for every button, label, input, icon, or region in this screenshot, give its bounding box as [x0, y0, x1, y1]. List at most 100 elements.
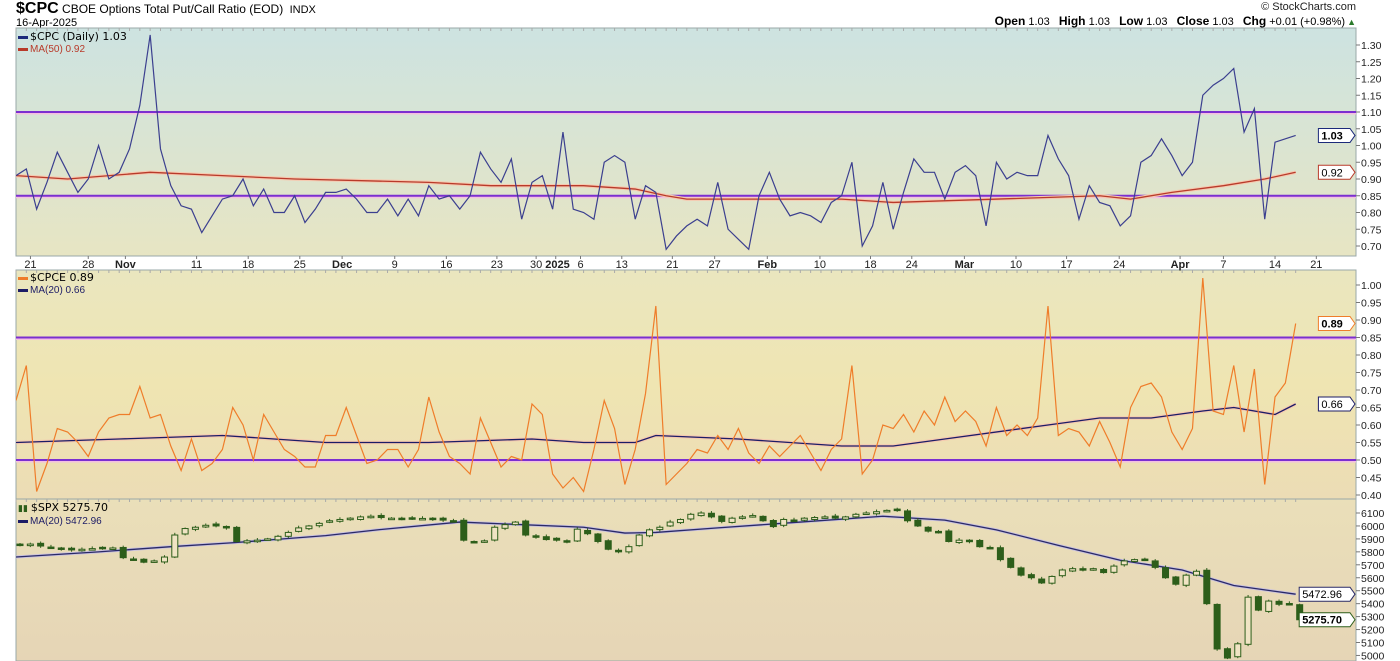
x-tick-label: 28	[82, 259, 94, 271]
legend-spx-label: $SPX 5275.70	[30, 501, 109, 514]
last-value-label: 1.03	[1321, 130, 1342, 142]
y-tick-label: 5500	[1361, 586, 1385, 598]
x-tick-label: 13	[616, 259, 628, 271]
candle-body	[955, 539, 963, 544]
x-tick-label: Mar	[955, 259, 975, 271]
candle-body	[780, 518, 788, 526]
candle-body	[1192, 570, 1200, 576]
last-value-label: 0.66	[1321, 399, 1342, 411]
candle-body	[1162, 567, 1170, 579]
candle-body	[1182, 574, 1190, 586]
candle-body	[1275, 600, 1283, 605]
candle-body	[191, 526, 199, 530]
y-tick-label: 0.75	[1361, 224, 1382, 236]
candle-body	[904, 510, 912, 522]
candle-body	[542, 536, 550, 541]
candle-body	[470, 540, 478, 544]
legend-cpc: $CPC (Daily) 1.03	[18, 31, 127, 43]
series-line	[16, 277, 1297, 493]
candle-body	[666, 521, 674, 527]
candle-body	[264, 538, 272, 541]
candle-body	[429, 517, 437, 521]
low-value: 1.03	[1146, 16, 1168, 28]
legend-spx-ma-label: MA(20) 5472.96	[30, 516, 102, 527]
legend-cpce-ma-label: MA(20) 0.66	[30, 285, 86, 296]
close-value: 1.03	[1212, 16, 1234, 28]
candle-body	[160, 556, 168, 563]
last-value-tag	[1298, 612, 1356, 628]
y-tick-label: 0.90	[1361, 315, 1382, 327]
y-tick-label: 0.95	[1361, 298, 1382, 310]
last-value-tag	[1298, 586, 1356, 602]
y-tick-label: 0.50	[1361, 455, 1382, 467]
y-tick-label: 1.25	[1361, 57, 1382, 69]
x-tick-label: 21	[1310, 259, 1322, 271]
y-tick-label: 5000	[1361, 650, 1385, 661]
exchange: INDX	[289, 4, 316, 16]
candle-body	[759, 515, 767, 522]
candle-body	[212, 523, 220, 527]
candle-body	[326, 520, 334, 523]
candle-body	[16, 543, 24, 547]
candle-body	[676, 518, 684, 524]
y-tick-label: 0.45	[1361, 473, 1382, 485]
legend-cpc-ma: MA(50) 0.92	[18, 43, 127, 56]
y-tick-label: 6100	[1361, 508, 1385, 520]
candle-body	[646, 529, 654, 537]
candle-body	[831, 515, 839, 519]
y-tick-label: 5400	[1361, 599, 1385, 611]
candle-body	[315, 522, 323, 527]
low-label: Low	[1119, 14, 1144, 28]
chg-label: Chg	[1242, 14, 1267, 28]
y-tick-label: 5700	[1361, 560, 1385, 572]
cpc-swatch-icon	[18, 35, 28, 39]
candle-body	[1120, 560, 1128, 566]
y-tick-label: 1.10	[1361, 107, 1382, 119]
x-tick-label: 25	[294, 259, 306, 271]
y-tick-label: 0.80	[1361, 208, 1382, 220]
y-tick-label: 0.85	[1361, 333, 1382, 345]
legend-cpc-label: $CPC (Daily) 1.03	[30, 30, 127, 43]
candle-body	[1234, 643, 1242, 658]
candle-body	[171, 534, 179, 558]
y-tick-label: 0.90	[1361, 174, 1382, 186]
chart-date: 16-Apr-2025	[16, 17, 78, 29]
candle-body	[687, 513, 695, 520]
x-tick-label: 11	[191, 259, 202, 271]
candle-body	[790, 519, 798, 522]
y-tick-label: 1.00	[1361, 141, 1382, 153]
y-tick-label: 1.15	[1361, 90, 1382, 102]
y-tick-label: 0.70	[1361, 385, 1382, 397]
legend-cpce-label: $CPCE 0.89	[30, 271, 94, 284]
x-tick-label: Nov	[115, 259, 137, 271]
x-tick-label: 18	[864, 259, 876, 271]
y-tick-label: 0.95	[1361, 157, 1382, 169]
y-tick-label: 5900	[1361, 534, 1385, 546]
candle-body	[253, 539, 261, 543]
cpc-legend: $CPC (Daily) 1.03 MA(50) 0.92	[18, 31, 127, 56]
candle-body	[99, 546, 107, 550]
last-value-label: 0.92	[1321, 167, 1342, 179]
candle-body	[1223, 648, 1231, 659]
candle-body	[914, 519, 922, 527]
y-tick-label: 5300	[1361, 612, 1385, 624]
candle-body	[109, 547, 117, 550]
candlestick-icon: ▮▮	[18, 504, 28, 514]
x-tick-label: 16	[440, 259, 452, 271]
candle-body	[57, 547, 65, 550]
candle-body	[346, 517, 354, 521]
candle-body	[295, 527, 303, 532]
candle-body	[615, 549, 623, 553]
x-tick-label: 21	[24, 259, 36, 271]
x-tick-label: 17	[1060, 259, 1072, 271]
last-value-tag	[1317, 127, 1356, 143]
candle-body	[604, 540, 612, 550]
chart-title: $CPC CBOE Options Total Put/Call Ratio (…	[16, 0, 316, 18]
candle-body	[274, 535, 282, 541]
open-label: Open	[994, 14, 1026, 28]
last-value-label: 5472.96	[1302, 589, 1342, 601]
y-tick-label: 5100	[1361, 638, 1385, 650]
candle-body	[418, 517, 426, 521]
candle-body	[707, 512, 715, 518]
candle-body	[305, 525, 313, 530]
